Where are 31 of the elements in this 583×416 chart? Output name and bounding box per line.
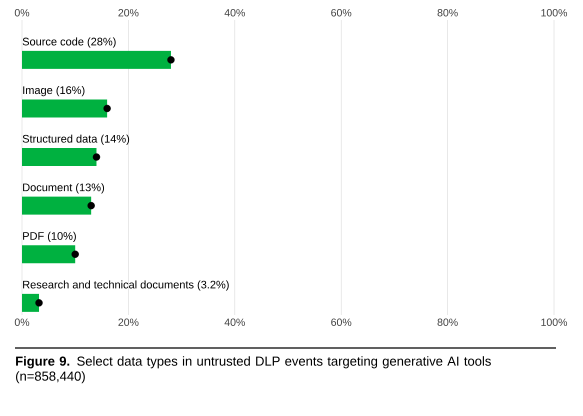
x-tick-label: 0%	[14, 9, 30, 16]
point	[92, 153, 100, 161]
point	[103, 104, 111, 112]
x-tick-label: 20%	[118, 9, 139, 16]
x-tick-label: 80%	[438, 9, 458, 16]
point	[72, 250, 79, 258]
bar	[22, 196, 92, 215]
x2-tick-label: 40%	[224, 318, 245, 326]
x-tick-label: 40%	[224, 9, 245, 16]
y-tick-label: PDF (10%)	[23, 232, 76, 242]
bar	[22, 294, 40, 312]
x2-tick-label: 60%	[331, 318, 352, 326]
y-tick-label: Document (13%)	[23, 183, 104, 194]
x2-tick-label: 20%	[118, 318, 139, 326]
bar	[22, 50, 171, 69]
y-tick-label: Research and technical documents (3.2%)	[23, 280, 229, 291]
y-tick-label: Structured data (14%)	[22, 134, 130, 145]
point	[87, 202, 95, 210]
point	[35, 299, 43, 307]
bar	[22, 245, 76, 264]
x-tick-label: 100%	[541, 9, 568, 16]
x2-tick-label: 80%	[438, 318, 458, 326]
x-tick-label: 60%	[331, 9, 352, 16]
x2-tick-label: 0%	[14, 318, 30, 326]
bar	[22, 99, 108, 118]
bar	[22, 148, 96, 166]
y-tick-label: Source code (28%)	[22, 37, 116, 48]
point	[167, 56, 175, 64]
y-tick-label: Image (16%)	[23, 86, 84, 96]
x2-tick-label: 100%	[541, 318, 568, 326]
text: Figure 9. Select data types in untrusted DLP events targeting generative AI tools (n=858,440)	[16, 356, 491, 384]
